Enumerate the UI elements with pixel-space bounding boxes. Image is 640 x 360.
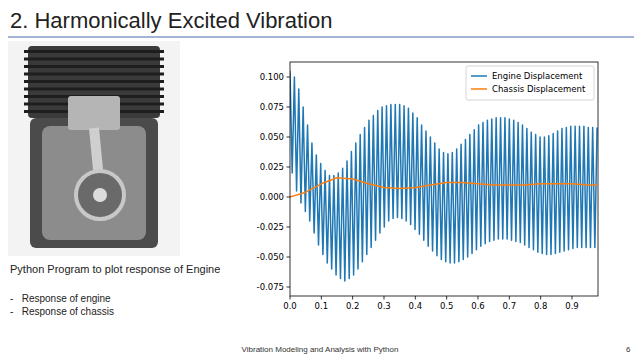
chart: 0.0 0.1 0.2 0.3 0.4 0.5 0.6 0.7 0.8 0.9 -0.075 -0.0… bbox=[257, 62, 598, 311]
x-tick-label: 0.3 bbox=[377, 301, 391, 311]
y-tick-label: 0.050 bbox=[260, 132, 284, 142]
cooling-fin bbox=[24, 73, 164, 76]
x-tick-label: 0.7 bbox=[503, 301, 517, 311]
page-number: 6 bbox=[626, 345, 631, 354]
engine-photo bbox=[8, 41, 180, 256]
crankshaft bbox=[76, 171, 124, 219]
photo-background bbox=[8, 41, 180, 256]
x-tick-label: 0.5 bbox=[440, 301, 454, 311]
y-tick-label: -0.050 bbox=[257, 252, 284, 262]
series-line bbox=[290, 178, 597, 197]
slide-title: 2. Harmonically Excited Vibration bbox=[10, 8, 332, 33]
y-tick bbox=[287, 167, 291, 168]
y-tick-label: 0.075 bbox=[260, 102, 284, 112]
y-tick-label: 0.100 bbox=[260, 72, 284, 82]
legend: Engine Displacement Chassis Displacement bbox=[466, 66, 594, 100]
x-tick bbox=[383, 296, 384, 300]
y-tick-label: 0.000 bbox=[260, 192, 284, 202]
slide: 2. Harmonically Excited Vibration Python … bbox=[0, 0, 640, 360]
legend-label: Engine Displacement bbox=[492, 71, 583, 81]
y-tick bbox=[287, 107, 291, 108]
x-tick-label: 0.6 bbox=[471, 301, 485, 311]
y-tick-label: -0.075 bbox=[257, 282, 284, 292]
x-tick bbox=[415, 296, 416, 300]
legend-label: Chassis Displacement bbox=[492, 84, 586, 94]
cooling-fin bbox=[24, 58, 164, 61]
series-line bbox=[290, 71, 597, 281]
piston bbox=[68, 96, 120, 130]
x-tick-label: 0.0 bbox=[283, 301, 297, 311]
slide-canvas: 2. Harmonically Excited Vibration Python … bbox=[0, 0, 640, 360]
legend-swatch bbox=[471, 75, 487, 77]
crank-pin bbox=[93, 188, 107, 202]
title-rule bbox=[8, 36, 634, 37]
plot-frame bbox=[290, 62, 598, 296]
y-tick bbox=[287, 137, 291, 138]
y-tick bbox=[287, 287, 291, 288]
y-tick bbox=[287, 197, 291, 198]
x-tick bbox=[321, 296, 322, 300]
x-tick-label: 0.4 bbox=[409, 301, 423, 311]
x-tick bbox=[540, 296, 541, 300]
x-tick-label: 0.8 bbox=[534, 301, 548, 311]
bullet: - Response of engine bbox=[10, 293, 111, 304]
cooling-fin bbox=[24, 65, 164, 68]
x-tick bbox=[571, 296, 572, 300]
y-tick-label: -0.025 bbox=[257, 222, 284, 232]
caption: Python Program to plot response of Engin… bbox=[10, 263, 220, 275]
x-tick bbox=[477, 296, 478, 300]
legend-box bbox=[466, 66, 594, 100]
y-tick bbox=[287, 77, 291, 78]
x-tick-label: 0.9 bbox=[565, 301, 579, 311]
cooling-fin bbox=[24, 50, 164, 53]
x-tick bbox=[352, 296, 353, 300]
y-tick bbox=[287, 227, 291, 228]
y-tick bbox=[287, 257, 291, 258]
bullet: - Response of chassis bbox=[10, 306, 114, 317]
footer: Vibration Modeling and Analysis with Pyt… bbox=[242, 345, 399, 354]
plot-lines bbox=[290, 71, 597, 281]
x-tick-label: 0.2 bbox=[346, 301, 360, 311]
y-tick-label: 0.025 bbox=[260, 162, 284, 172]
x-tick bbox=[290, 296, 291, 300]
x-tick bbox=[509, 296, 510, 300]
x-tick bbox=[446, 296, 447, 300]
cooling-fin bbox=[24, 80, 164, 83]
crankcase-inner bbox=[42, 126, 146, 240]
cooling-fin bbox=[24, 88, 164, 91]
crankcase bbox=[30, 118, 158, 248]
x-tick-label: 0.1 bbox=[315, 301, 329, 311]
legend-swatch bbox=[471, 88, 487, 90]
